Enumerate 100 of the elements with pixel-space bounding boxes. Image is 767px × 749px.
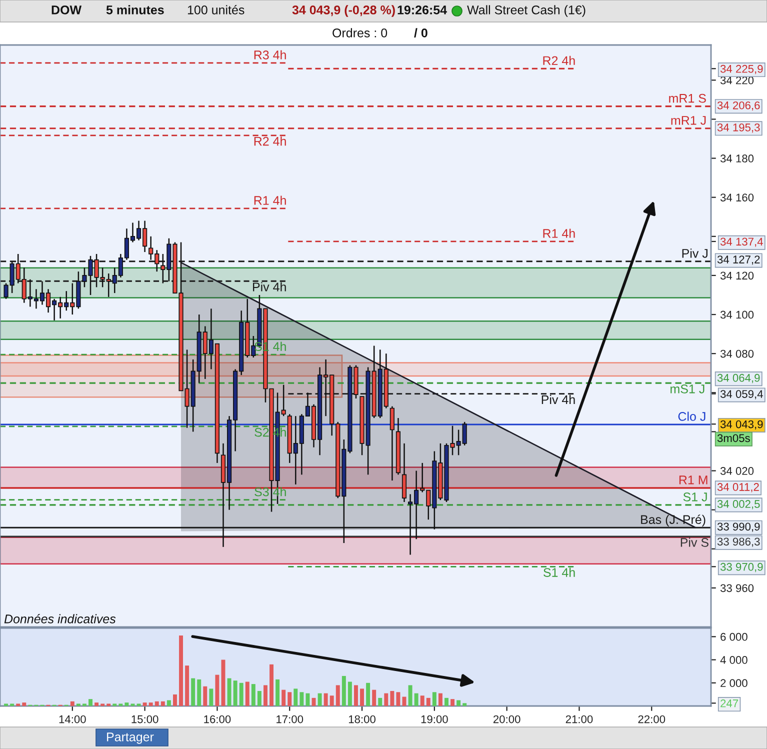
y-tick-label: 34 120 (720, 272, 754, 280)
x-tick-label: 16:00 (204, 715, 231, 724)
bar (444, 698, 448, 706)
bar (209, 688, 214, 706)
bar (257, 690, 262, 706)
text: 3m05s (717, 434, 750, 442)
ref-line-label: 34 206,6 (717, 101, 760, 111)
chart-subtitle: Wall Street Cash (1€) (467, 5, 586, 17)
series-label: S1 4h (254, 342, 286, 351)
x-tick-label: 22:00 (638, 715, 666, 724)
series-label: R2 4h (543, 56, 575, 65)
y-tick-label: 34 225,9 (720, 64, 763, 74)
bar (294, 688, 298, 706)
bar (251, 684, 256, 706)
bar (179, 636, 183, 706)
series-label: R1 4h (543, 228, 575, 238)
annotation: Piv S (680, 538, 708, 547)
series-label: S1 4h (544, 568, 575, 577)
candlestick (402, 442, 407, 503)
annotation: Bas (J. Pré) (641, 514, 706, 526)
x-tick-label: 21:00 (566, 715, 593, 724)
y-tick-label: 34 180 (720, 154, 754, 162)
bar (408, 685, 412, 706)
bar (306, 693, 310, 706)
bar (233, 680, 238, 706)
chart-title: DOW (52, 6, 82, 14)
series-label: R2 4h (254, 136, 286, 146)
candlestick (390, 406, 394, 482)
bar (462, 703, 467, 706)
annotation: Piv J (682, 248, 708, 258)
annotation: S1 J (683, 492, 707, 502)
bar (203, 686, 208, 706)
y-tick-label: 34 160 (720, 194, 754, 202)
bar (172, 694, 177, 706)
y-tick-label: 34 137,4 (720, 238, 763, 247)
bar (450, 699, 455, 706)
bar (432, 692, 436, 706)
bar (438, 693, 442, 706)
ref-line-label: 33 990,9 (717, 522, 760, 532)
bar (324, 693, 328, 706)
x-tick-label: 19:00 (421, 715, 448, 724)
bar (360, 688, 364, 706)
bar (318, 693, 322, 706)
bar (160, 701, 165, 706)
text: 19:26:54 (398, 6, 447, 14)
ref-line-label: 34 064,9 (717, 374, 760, 384)
bar (282, 690, 286, 706)
bar (154, 701, 159, 706)
y-tick-label: 34 020 (720, 467, 754, 475)
series-label: Piv 4h (253, 282, 286, 292)
x-tick-label: 14:00 (59, 715, 86, 724)
bar (245, 682, 250, 706)
y-tick-label: 2 000 (720, 679, 748, 688)
y-tick-label: 6 000 (720, 632, 748, 641)
annotation: mR1 S (669, 94, 706, 103)
ref-line-label: 34 002,5 (717, 500, 760, 510)
bar (88, 699, 92, 706)
ref-line-label: 34 195,3 (717, 124, 760, 133)
bar (342, 676, 346, 706)
bar (330, 696, 334, 706)
text: 5 minutes (106, 5, 164, 14)
y-tick-label: 33 970,9 (720, 562, 763, 572)
ref-line-label: 33 986,3 (717, 538, 760, 547)
bar (239, 682, 244, 706)
bar (336, 685, 340, 706)
bar (191, 678, 196, 706)
bar (276, 679, 280, 706)
bar (142, 702, 147, 706)
y-tick-label: 34 080 (720, 350, 754, 358)
bar (414, 693, 418, 706)
bar (288, 692, 292, 706)
text: Ordres : 0 (332, 28, 388, 38)
bar (270, 664, 274, 706)
bar (148, 702, 153, 706)
series-label: R3 4h (254, 50, 286, 60)
bar (396, 692, 400, 706)
annotation: Clo J (678, 412, 706, 421)
annotation: R1 M (679, 476, 708, 484)
y-tick-label: 34 059,4 (720, 390, 763, 400)
text: Partager (107, 732, 154, 744)
y-tick-label: 247 (720, 699, 738, 708)
bar (215, 674, 220, 706)
bar (22, 702, 26, 706)
series-label: R1 4h (254, 196, 286, 205)
ref-line-label: 34 127,2 (717, 256, 760, 265)
bar (426, 698, 430, 706)
bar (227, 678, 232, 706)
x-tick-label: 17:00 (276, 715, 304, 724)
bar (354, 685, 358, 706)
x-tick-label: 20:00 (493, 715, 520, 724)
series-label: Piv 4h (542, 394, 575, 404)
annotation: mR1 J (671, 116, 706, 125)
bar (124, 702, 129, 706)
bar (372, 690, 376, 706)
bar (263, 685, 268, 706)
bar (94, 702, 99, 706)
y-tick-label: 34 043,9 (720, 420, 763, 430)
text: 100 unités (188, 5, 244, 14)
bar (390, 690, 394, 706)
annotation: Données indicatives (4, 614, 116, 624)
